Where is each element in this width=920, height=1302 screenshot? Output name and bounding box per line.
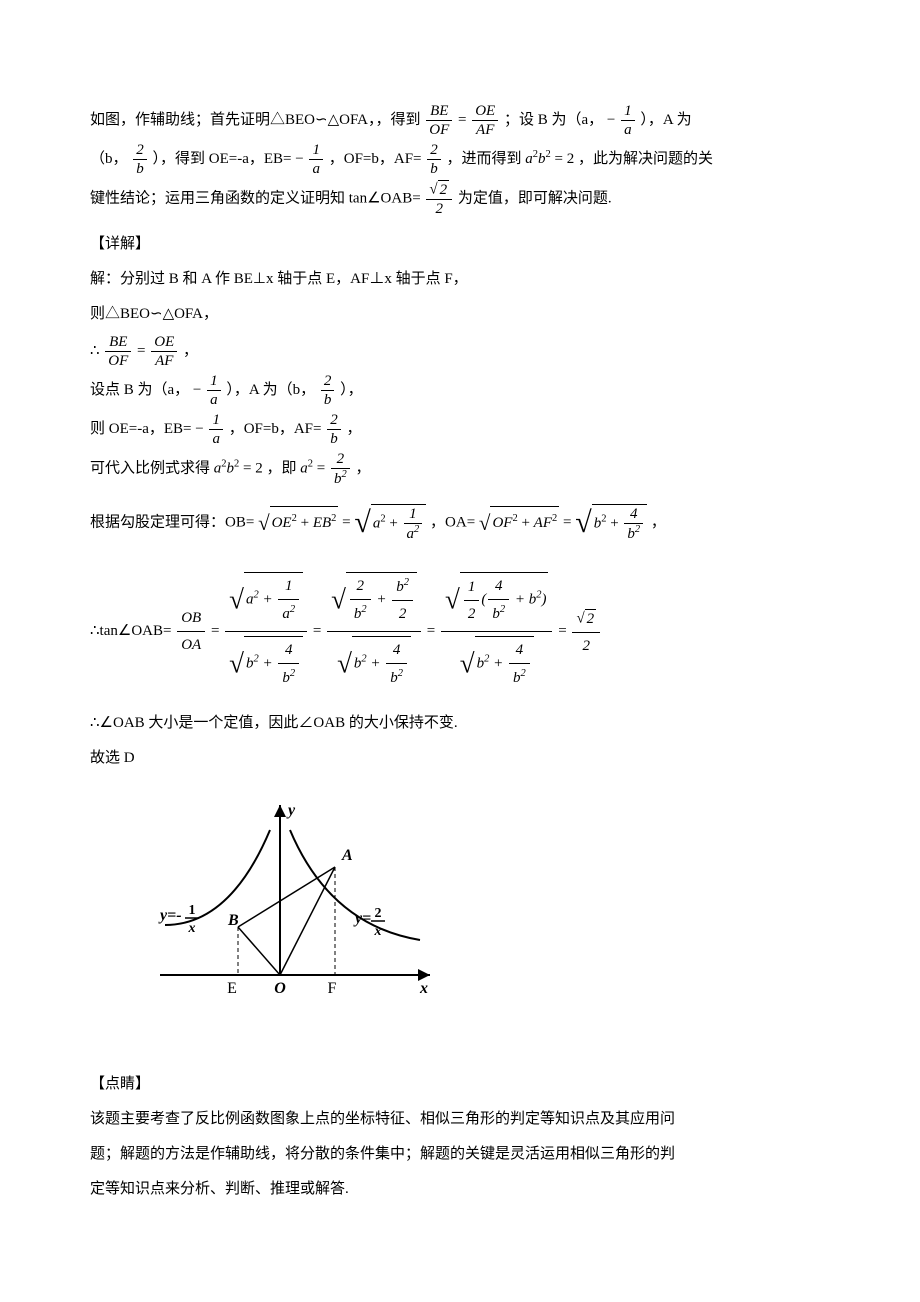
text: ， bbox=[347, 421, 362, 437]
detail-l9: ∴∠OAB 大小是一个定值，因此∠OAB 的大小保持不变. bbox=[90, 707, 830, 740]
detail-l4: 设点 B 为（a， − 1a ），A 为（b， 2b ）， bbox=[90, 372, 830, 409]
frac-big-2: √2b2 + b22 √b2 + 4b2 bbox=[327, 568, 421, 695]
equals: = bbox=[563, 515, 575, 531]
diagram: yxOEFABy=-1xy=2x bbox=[130, 795, 830, 1038]
text: 为定值，即可解决问题. bbox=[458, 190, 612, 206]
svg-text:B: B bbox=[227, 912, 239, 929]
svg-text:2: 2 bbox=[375, 906, 382, 921]
intro-p1: 如图，作辅助线；首先证明△BEO∽△OFA，，得到 BEOF = OEAF ；设… bbox=[90, 102, 830, 139]
sqrt-OF2-AF2: √OF2 + AF2 bbox=[479, 500, 559, 546]
text: ，OF=b，AF= bbox=[229, 421, 322, 437]
frac-sqrt2-2-b: √2 2 bbox=[572, 605, 600, 659]
text: 设点 B 为（a， bbox=[90, 382, 189, 398]
svg-text:F: F bbox=[328, 980, 337, 997]
comment-l2: 题；解题的方法是作辅助线，将分散的条件集中；解题的关键是灵活运用相似三角形的判 bbox=[90, 1138, 830, 1171]
text: ），A 为（b， bbox=[226, 382, 315, 398]
detail-l1: 解：分别过 B 和 A 作 BE⊥x 轴于点 E，AF⊥x 轴于点 F， bbox=[90, 263, 830, 296]
text: ，OF=b，AF= bbox=[329, 151, 422, 167]
detail-l10: 故选 D bbox=[90, 742, 830, 775]
intro-p3: 键性结论；运用三角函数的定义证明知 tan∠OAB= √2 2 为定值，即可解决… bbox=[90, 180, 830, 218]
text: 则 OE=-a，EB= bbox=[90, 421, 192, 437]
detail-l5: 则 OE=-a，EB= − 1a ，OF=b，AF= 2b ， bbox=[90, 411, 830, 448]
intro-p2: （b， 2b ），得到 OE=-a，EB= − 1a ，OF=b，AF= 2b … bbox=[90, 141, 830, 178]
equals: = bbox=[458, 112, 470, 128]
sqrt-a2-1a2: √a2 + 1a2 bbox=[354, 490, 426, 556]
eq-a2b2: a bbox=[525, 151, 533, 167]
text: ；设 B 为（a， bbox=[504, 112, 603, 128]
svg-text:y: y bbox=[286, 802, 296, 819]
svg-text:y=-: y=- bbox=[158, 907, 182, 924]
svg-text:y=: y= bbox=[353, 910, 371, 927]
svg-text:1: 1 bbox=[189, 903, 196, 918]
equals: = bbox=[558, 623, 570, 639]
neg: − bbox=[193, 382, 201, 398]
neg: − bbox=[607, 112, 615, 128]
detail-label: 【详解】 bbox=[90, 228, 830, 261]
text: ， bbox=[355, 461, 370, 477]
text: ），A 为 bbox=[640, 112, 691, 128]
svg-text:x: x bbox=[419, 980, 428, 997]
text: （b， bbox=[90, 151, 128, 167]
frac-big-3: √12(4b2 + b2) √b2 + 4b2 bbox=[441, 568, 552, 695]
frac-1-a-3: 1a bbox=[207, 372, 221, 409]
text: ， bbox=[183, 343, 198, 359]
frac-OB-OA: OBOA bbox=[177, 605, 205, 658]
frac-big-1: √a2 + 1a2 √b2 + 4b2 bbox=[225, 568, 307, 695]
svg-text:E: E bbox=[227, 980, 237, 997]
text: ，OA= bbox=[430, 515, 475, 531]
text: 根据勾股定理可得：OB= bbox=[90, 515, 254, 531]
text: ∴tan∠OAB= bbox=[90, 623, 171, 639]
frac-1-a-4: 1a bbox=[209, 411, 223, 448]
frac-2-b2: 2b2 bbox=[331, 450, 350, 488]
frac-2-b-2: 2b bbox=[427, 141, 441, 178]
detail-l8: ∴tan∠OAB= OBOA = √a2 + 1a2 √b2 + 4b2 = √… bbox=[90, 568, 830, 695]
neg: − bbox=[295, 151, 303, 167]
neg: − bbox=[195, 421, 203, 437]
sqrt-b2-4b2: √b2 + 4b2 bbox=[575, 490, 647, 556]
comment-label: 【点睛】 bbox=[90, 1068, 830, 1101]
comment-l1: 该题主要考查了反比例函数图象上点的坐标特征、相似三角形的判定等知识点及其应用问 bbox=[90, 1103, 830, 1136]
frac-BE-OF: BEOF bbox=[426, 102, 452, 139]
frac-2-b-4: 2b bbox=[327, 411, 341, 448]
text: ， bbox=[651, 515, 666, 531]
text: ），得到 OE=-a，EB= bbox=[153, 151, 292, 167]
comment-l3: 定等知识点来分析、判断、推理或解答. bbox=[90, 1173, 830, 1206]
svg-text:x: x bbox=[374, 924, 382, 939]
detail-l3: ∴ BEOF = OEAF ， bbox=[90, 333, 830, 370]
text: 键性结论；运用三角函数的定义证明知 tan∠OAB= bbox=[90, 190, 421, 206]
text: ，此为解决问题的关 bbox=[578, 151, 713, 167]
text: ∴ bbox=[90, 343, 100, 359]
equals: = bbox=[211, 623, 223, 639]
frac-BE-OF-2: BEOF bbox=[105, 333, 131, 370]
text: ，进而得到 bbox=[447, 151, 522, 167]
text: ）， bbox=[340, 382, 363, 398]
text: ，即 bbox=[266, 461, 296, 477]
frac-2-b: 2b bbox=[133, 141, 147, 178]
equals: = bbox=[342, 515, 354, 531]
frac-1-a-2: 1a bbox=[309, 141, 323, 178]
detail-l6: 可代入比例式求得 a2b2 = 2 ，即 a2 = 2b2 ， bbox=[90, 450, 830, 488]
detail-l7: 根据勾股定理可得：OB= √OE2 + EB2 = √a2 + 1a2 ，OA=… bbox=[90, 490, 830, 556]
svg-text:A: A bbox=[341, 847, 353, 864]
text: 可代入比例式求得 bbox=[90, 461, 210, 477]
diagram-svg: yxOEFABy=-1xy=2x bbox=[130, 795, 460, 1025]
frac-sqrt2-2: √2 2 bbox=[426, 180, 452, 218]
text: 如图，作辅助线；首先证明△BEO∽△OFA，，得到 bbox=[90, 112, 421, 128]
equals: = bbox=[313, 623, 325, 639]
svg-text:x: x bbox=[188, 921, 196, 936]
sqrt-OE2-EB2: √OE2 + EB2 bbox=[258, 500, 338, 546]
equals: = bbox=[427, 623, 439, 639]
frac-2-b-3: 2b bbox=[321, 372, 335, 409]
equals: = bbox=[137, 343, 149, 359]
a2: a bbox=[300, 461, 308, 477]
frac-1-a: 1a bbox=[621, 102, 635, 139]
frac-OE-AF-2: OEAF bbox=[151, 333, 177, 370]
svg-text:O: O bbox=[274, 980, 286, 997]
frac-OE-AF: OEAF bbox=[472, 102, 498, 139]
detail-l2: 则△BEO∽△OFA， bbox=[90, 298, 830, 331]
